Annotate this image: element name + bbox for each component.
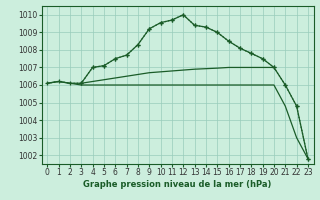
X-axis label: Graphe pression niveau de la mer (hPa): Graphe pression niveau de la mer (hPa)	[84, 180, 272, 189]
